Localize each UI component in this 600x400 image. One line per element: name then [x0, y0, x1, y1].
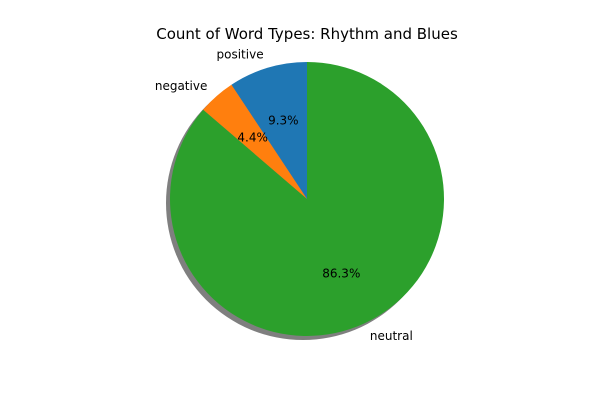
pct-label-positive: 9.3%	[268, 113, 299, 127]
pie-slice-negative	[203, 84, 307, 199]
slice-label-positive: positive	[217, 48, 264, 62]
chart-title: Count of Word Types: Rhythm and Blues	[156, 25, 458, 43]
pie-slice-neutral	[170, 62, 444, 336]
pie-slices	[170, 62, 444, 336]
pie-labels: positive 9.3% negative 4.4% neutral 86.3%	[155, 48, 413, 343]
slice-label-negative: negative	[155, 79, 207, 93]
pie-slice-positive	[231, 62, 307, 199]
pct-label-negative: 4.4%	[237, 130, 268, 144]
pct-label-neutral: 86.3%	[322, 267, 360, 281]
slice-label-neutral: neutral	[370, 329, 413, 343]
